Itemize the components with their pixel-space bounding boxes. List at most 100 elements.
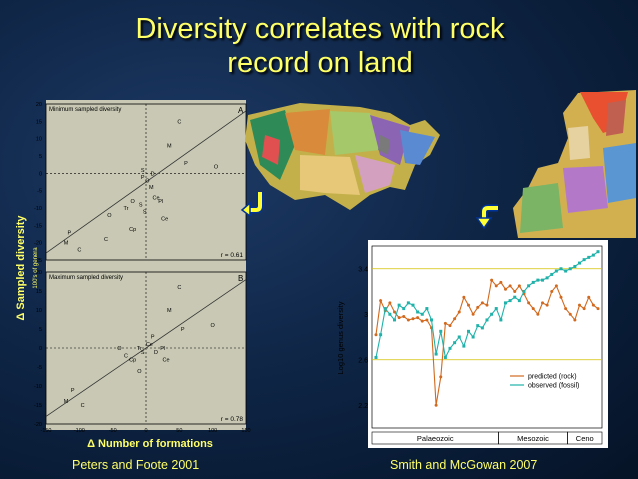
data-point-observed	[545, 276, 549, 280]
data-point-observed	[527, 284, 531, 288]
correlation-label: r = 0.78	[221, 416, 244, 423]
scatter-y-unit: 100's of genera	[33, 247, 39, 289]
data-point-observed	[448, 346, 452, 350]
data-point-observed	[485, 318, 489, 322]
data-point-observed	[578, 261, 581, 265]
data-point-predicted	[480, 301, 484, 305]
era-label: Ceno	[576, 434, 594, 443]
panel-label: A	[238, 106, 244, 115]
scatter-point: S	[141, 350, 145, 356]
usa-geology-map	[245, 103, 440, 210]
data-point-predicted	[508, 284, 512, 288]
scatter-point: Ce	[152, 196, 159, 202]
scatter-point: P	[71, 388, 75, 394]
y-tick-label: -5	[37, 365, 42, 371]
y-tick-label: -20	[34, 422, 42, 428]
data-point-observed	[480, 326, 484, 330]
x-tick-label: 50	[176, 428, 182, 434]
data-point-observed	[462, 344, 466, 348]
diversity-timeseries-chart: 3.4 3 2.6 2.2 predicted (rock) observed (foss…	[336, 240, 608, 448]
data-point-observed	[420, 312, 424, 316]
y-tick-label: 15	[36, 289, 42, 295]
scatter-point: M	[167, 308, 172, 314]
scatter-point: O	[145, 178, 150, 184]
data-point-observed	[504, 301, 507, 305]
era-label: Mesozoic	[517, 434, 549, 443]
title-line-1: Diversity correlates with rock	[135, 13, 505, 45]
data-point-predicted	[402, 315, 406, 319]
data-point-observed	[517, 299, 521, 303]
timeseries-plot: 3.4 3 2.6 2.2 predicted (rock) observed (foss…	[358, 245, 603, 445]
data-point-observed	[379, 333, 383, 337]
data-point-observed	[406, 301, 410, 305]
y-tick-label: 5	[39, 154, 42, 160]
data-point-observed	[471, 335, 475, 339]
data-point-observed	[402, 307, 406, 311]
scatter-point: Tr	[137, 346, 142, 352]
legend-label: observed (fossil)	[528, 383, 579, 390]
scatter-y-label: Δ Sampled diversity	[15, 215, 27, 321]
y-tick-label: 20	[36, 102, 42, 108]
data-point-observed	[430, 318, 433, 322]
data-point-observed	[388, 312, 392, 316]
data-point-predicted	[434, 403, 438, 407]
data-point-observed	[513, 295, 517, 299]
x-tick-label: -100	[74, 428, 85, 434]
scatter-point: O	[131, 199, 136, 205]
timeseries-bg	[368, 240, 608, 448]
scatter-point: Pl	[158, 199, 163, 205]
data-point-predicted	[568, 312, 572, 316]
y-tick-label: -10	[34, 384, 42, 390]
x-tick-label: 150	[241, 428, 250, 434]
data-point-predicted	[513, 290, 517, 293]
scatter-point: Ce	[161, 216, 168, 222]
era-label: Palaeozoic	[417, 434, 454, 443]
data-point-observed	[467, 329, 470, 333]
scatter-point: P	[181, 327, 185, 333]
credit-right: Smith and McGowan 2007	[390, 458, 538, 472]
data-point-predicted	[545, 303, 549, 307]
europe-geology-map	[513, 90, 636, 238]
scatter-point: C	[177, 285, 181, 291]
data-point-predicted	[559, 295, 563, 299]
data-point-observed	[596, 250, 600, 254]
data-point-predicted	[462, 295, 466, 299]
data-point-predicted	[564, 307, 568, 311]
data-point-observed	[494, 307, 498, 311]
data-point-observed	[425, 307, 429, 311]
scatter-point: Tr	[124, 206, 129, 212]
y-tick-label: -15	[34, 223, 42, 229]
y-tick-label: 20	[36, 270, 42, 276]
title-line-2: record on land	[227, 47, 413, 79]
data-point-predicted	[531, 307, 535, 311]
data-point-predicted	[504, 287, 507, 291]
scatter-point: O	[137, 369, 142, 375]
down-arrow-icon-left	[240, 192, 264, 216]
y-tick-label: 3	[364, 312, 368, 319]
data-point-predicted	[499, 280, 503, 284]
scatter-point: O	[107, 213, 112, 219]
scatter-point: S	[139, 203, 143, 209]
y-tick-label: 10	[36, 137, 42, 143]
scatter-point: C	[104, 237, 108, 243]
data-point-observed	[568, 267, 572, 271]
data-point-predicted	[536, 312, 540, 316]
scatter-point: Ce	[162, 357, 169, 363]
panel-title: Minimum sampled diversity	[49, 107, 121, 113]
scatter-point: D	[154, 350, 158, 356]
scatter-point: Ce	[146, 342, 153, 348]
data-point-observed	[559, 267, 563, 271]
scatter-point: C	[177, 119, 181, 125]
scatter-point: M	[64, 399, 69, 405]
slide-title: Diversity correlates with rock record on…	[60, 12, 580, 80]
scatter-point: S	[143, 209, 147, 215]
data-point-observed	[457, 335, 461, 339]
data-point-observed	[453, 341, 457, 345]
scatter-x-label: Δ Number of formations	[87, 438, 213, 450]
data-point-observed	[564, 269, 568, 273]
data-point-observed	[582, 258, 586, 262]
data-point-predicted	[406, 318, 410, 322]
data-point-observed	[536, 278, 540, 282]
era-box	[567, 431, 603, 445]
